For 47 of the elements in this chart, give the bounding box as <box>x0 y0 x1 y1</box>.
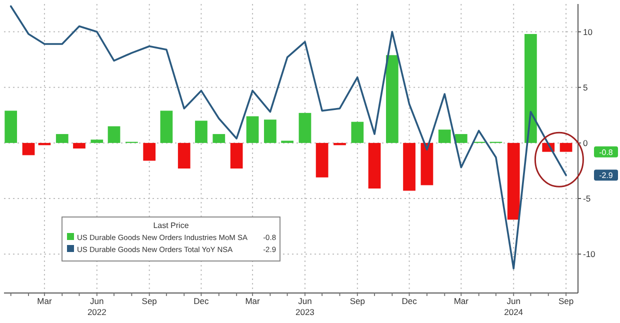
x-tick-label: Mar <box>454 296 469 306</box>
x-tick-label: Jun 2024 <box>504 296 524 317</box>
bar <box>524 34 537 143</box>
bar <box>403 142 416 191</box>
bar <box>160 110 173 143</box>
y-tick-label: -10 <box>583 249 596 260</box>
bar <box>420 142 434 186</box>
bar <box>230 142 243 169</box>
bar <box>73 142 86 148</box>
bar <box>351 122 364 143</box>
x-tick-label: Mar <box>37 296 52 306</box>
y-tick-label: 0 <box>583 138 588 148</box>
bar <box>108 126 120 143</box>
bar <box>507 142 520 220</box>
bar <box>264 120 276 143</box>
legend-title: Last Price <box>153 221 190 230</box>
bar <box>334 142 346 146</box>
y-tick-label: 5 <box>583 82 588 92</box>
text: -0.8 <box>599 148 614 157</box>
x-tick-label: Jun 2022 <box>87 296 107 317</box>
bar <box>195 120 208 143</box>
bar <box>454 134 468 143</box>
bar <box>298 112 312 143</box>
bar <box>386 55 398 143</box>
x-tick-label: Mar <box>245 296 260 306</box>
bar <box>143 142 156 161</box>
x-tick-label: Jun 2023 <box>296 296 315 317</box>
line-series <box>10 5 567 270</box>
x-tick-label: Sep <box>142 296 158 306</box>
bar <box>368 142 381 189</box>
bar <box>22 142 35 156</box>
bar <box>438 130 451 143</box>
x-tick-label: Sep <box>350 296 366 306</box>
bar <box>560 142 572 152</box>
bar <box>316 142 328 178</box>
bar <box>90 140 104 143</box>
text: -2.9 <box>599 171 614 180</box>
y-tick-label: -5 <box>583 194 591 204</box>
bar <box>4 110 18 143</box>
y-tick-label: 10 <box>583 26 593 37</box>
x-tick-label: Dec <box>194 296 210 306</box>
bar <box>212 134 226 143</box>
bar <box>178 142 190 169</box>
bar <box>246 116 259 143</box>
x-tick-label: Dec <box>402 296 418 306</box>
x-tick-label: Sep <box>558 296 574 306</box>
bar <box>56 134 68 143</box>
